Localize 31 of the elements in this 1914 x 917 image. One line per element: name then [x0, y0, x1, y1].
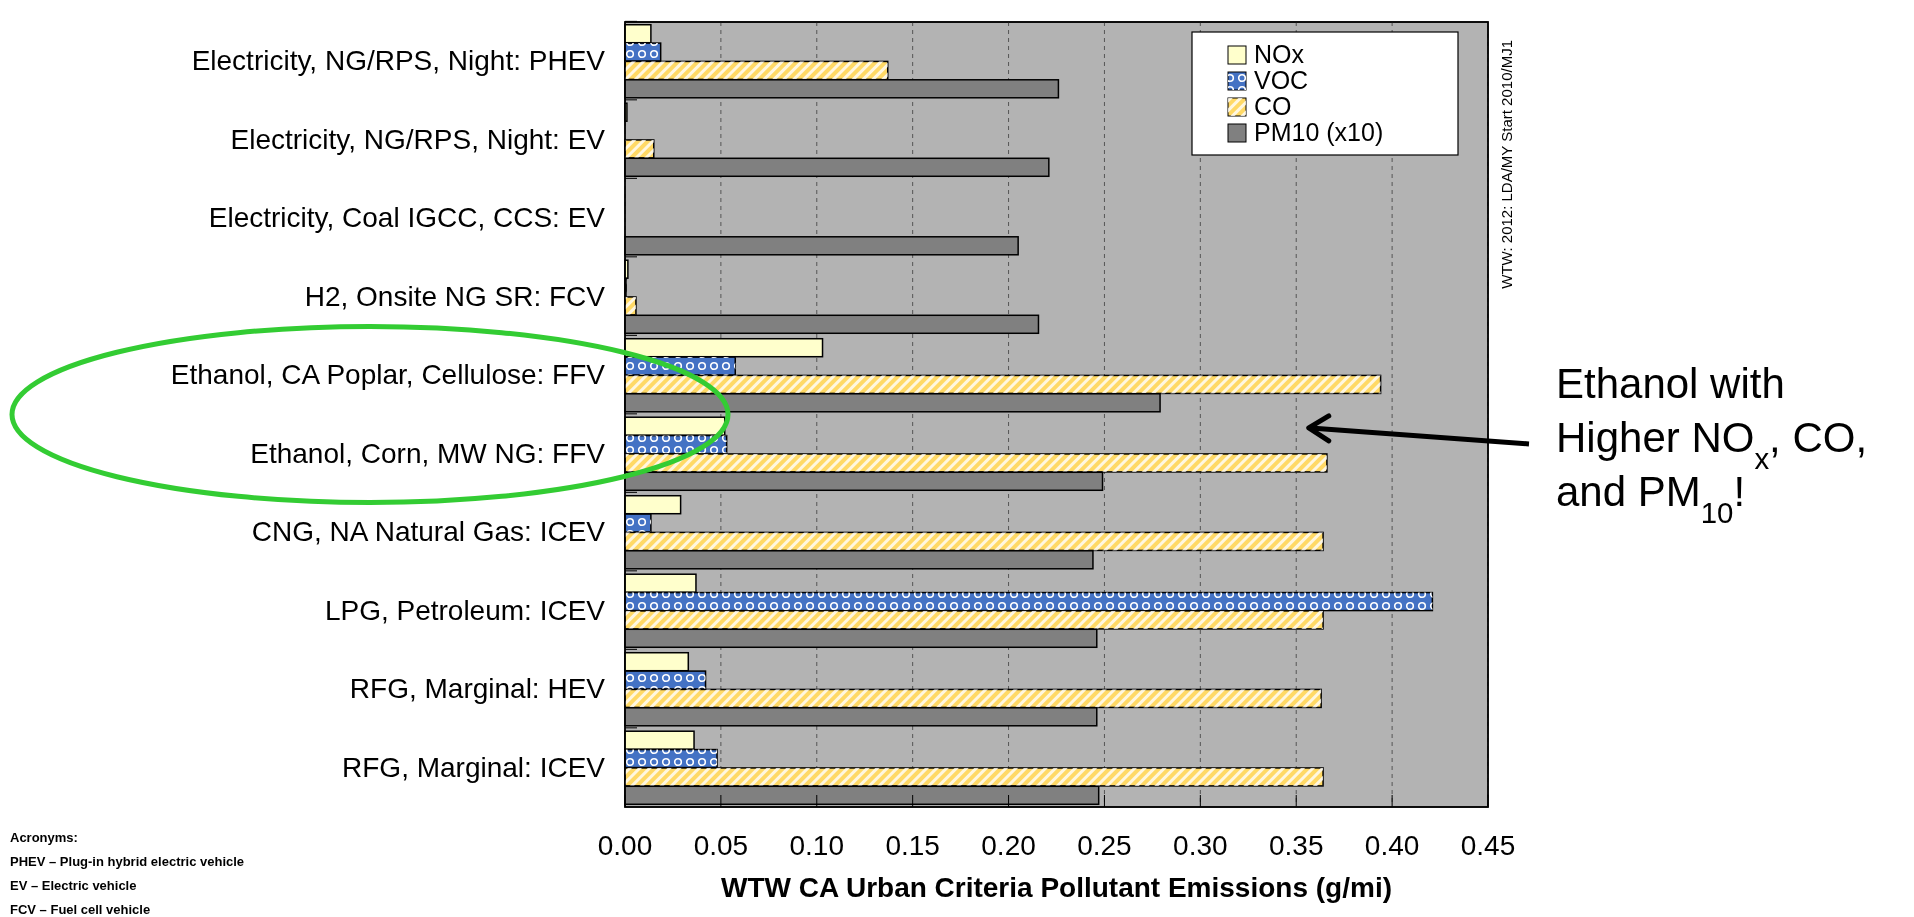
y-tick-label: RFG, Marginal: HEV: [349, 673, 606, 705]
y-tick-label: CNG, NA Natural Gas: ICEV: [251, 516, 606, 548]
text: FCV – Fuel cell vehicle: [10, 902, 151, 917]
x-tick-label: 0.10: [789, 830, 845, 861]
y-tick-label: Ethanol, CA Poplar, Cellulose: FFV: [170, 359, 606, 391]
x-tick-label: 0.25: [1077, 830, 1132, 861]
x-tick-label: 0.15: [885, 830, 940, 861]
text: EV – Electric vehicle: [10, 878, 137, 893]
text: Ethanol with Higher NO$_{x}$, CO, and PM$_{10}$!: [1556, 359, 1868, 529]
x-tick-label: 0.00: [597, 830, 653, 861]
y-tick-label: Electricity, NG/RPS, Night: PHEV: [191, 45, 606, 77]
text: WTW: 2012: LDA/MY Start 2010/MJ1: [1498, 40, 1515, 289]
x-axis-title: WTW CA Urban Criteria Pollutant Emissions (g/mi): [720, 872, 1393, 903]
x-tick-label: 0.20: [981, 830, 1036, 861]
legend-label: VOC: [1254, 66, 1309, 94]
x-tick-label: 0.40: [1364, 830, 1420, 861]
x-tick-label: 0.35: [1268, 830, 1324, 861]
x-tick-label: 0.45: [1460, 830, 1516, 861]
x-tick-label: 0.30: [1173, 830, 1228, 861]
x-tick-label: 0.05: [693, 830, 749, 861]
y-tick-label: LPG, Petroleum: ICEV: [324, 594, 606, 626]
y-tick-label: H2, Onsite NG SR: FCV: [304, 280, 606, 312]
legend-label: NOx: [1254, 40, 1305, 68]
y-tick-label: Electricity, NG/RPS, Night: EV: [230, 123, 606, 155]
y-tick-label: Ethanol, Corn, MW NG: FFV: [250, 437, 606, 469]
text: Acronyms:: [10, 830, 78, 845]
legend-label: PM10 (x10): [1254, 118, 1384, 146]
legend-label: CO: [1254, 92, 1292, 120]
y-tick-label: RFG, Marginal: ICEV: [342, 751, 606, 783]
text: PHEV – Plug-in hybrid electric vehicle: [10, 854, 245, 869]
y-tick-label: Electricity, Coal IGCC, CCS: EV: [208, 202, 606, 234]
